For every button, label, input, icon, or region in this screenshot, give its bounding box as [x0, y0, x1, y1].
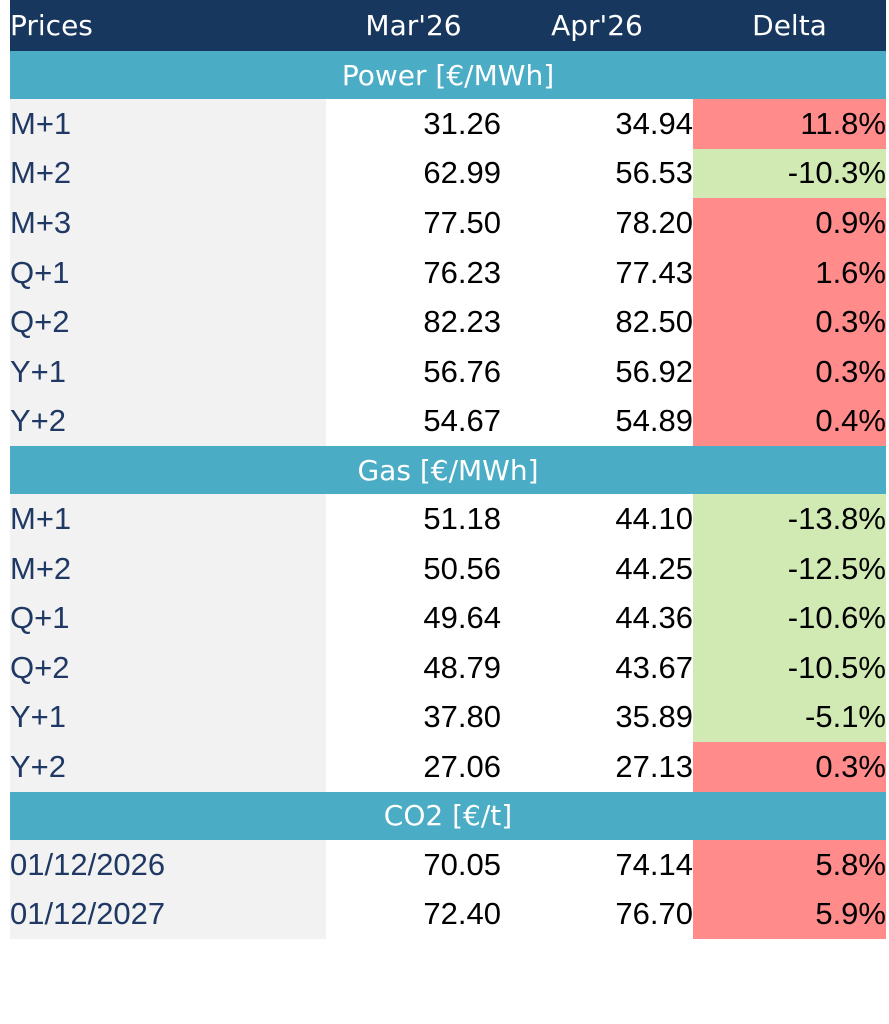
mar26-value: 54.67 — [326, 396, 501, 447]
mar26-value: 82.23 — [326, 297, 501, 347]
table-body: Power [€/MWh] M+1 31.26 34.94 11.8% M+2 62.99 5… — [10, 51, 886, 939]
apr26-value: 34.94 — [501, 99, 693, 149]
mar26-value: 51.18 — [326, 494, 501, 544]
delta-value: 0.4% — [693, 396, 886, 447]
table-row: Q+1 76.23 77.43 1.6% — [10, 247, 886, 298]
apr26-value: 76.70 — [501, 889, 693, 939]
apr26-value: 27.13 — [501, 742, 693, 792]
header-apr26: Apr'26 — [501, 0, 693, 51]
mar26-value: 77.50 — [326, 198, 501, 248]
section-title: Gas [€/MWh] — [10, 446, 886, 495]
header-mar26: Mar'26 — [326, 0, 501, 51]
apr26-value: 44.36 — [501, 593, 693, 643]
mar26-value: 48.79 — [326, 642, 501, 693]
row-label: 01/12/2027 — [10, 889, 326, 939]
header-row: Prices Mar'26 Apr'26 Delta — [10, 0, 886, 51]
row-label: M+1 — [10, 494, 326, 544]
apr26-value: 43.67 — [501, 642, 693, 693]
row-label: Q+1 — [10, 247, 326, 298]
apr26-value: 56.92 — [501, 346, 693, 397]
mar26-value: 72.40 — [326, 889, 501, 939]
table-row: M+1 51.18 44.10 -13.8% — [10, 494, 886, 544]
table-row: M+3 77.50 78.20 0.9% — [10, 198, 886, 248]
table-row: 01/12/2026 70.05 74.14 5.8% — [10, 839, 886, 890]
row-label: Q+2 — [10, 642, 326, 693]
row-label: M+1 — [10, 99, 326, 149]
delta-value: -10.6% — [693, 593, 886, 643]
mar26-value: 37.80 — [326, 692, 501, 743]
row-label: M+2 — [10, 148, 326, 199]
delta-value: 0.9% — [693, 198, 886, 248]
mar26-value: 56.76 — [326, 346, 501, 397]
row-label: Y+2 — [10, 742, 326, 792]
apr26-value: 78.20 — [501, 198, 693, 248]
apr26-value: 56.53 — [501, 148, 693, 199]
table-row: M+2 50.56 44.25 -12.5% — [10, 543, 886, 594]
table-row: Y+1 37.80 35.89 -5.1% — [10, 692, 886, 743]
delta-value: 0.3% — [693, 297, 886, 347]
delta-value: 0.3% — [693, 346, 886, 397]
header-delta: Delta — [693, 0, 886, 51]
apr26-value: 77.43 — [501, 247, 693, 298]
row-label: Y+1 — [10, 346, 326, 397]
mar26-value: 31.26 — [326, 99, 501, 149]
section-title: Power [€/MWh] — [10, 51, 886, 99]
delta-value: 1.6% — [693, 247, 886, 298]
apr26-value: 35.89 — [501, 692, 693, 743]
apr26-value: 54.89 — [501, 396, 693, 447]
delta-value: -13.8% — [693, 494, 886, 544]
row-label: Q+1 — [10, 593, 326, 643]
section-title: CO2 [€/t] — [10, 791, 886, 840]
table-row: Y+1 56.76 56.92 0.3% — [10, 346, 886, 397]
row-label: M+2 — [10, 543, 326, 594]
prices-table: Prices Mar'26 Apr'26 Delta Power [€/MWh]… — [10, 0, 886, 939]
delta-value: 11.8% — [693, 99, 886, 149]
header-prices: Prices — [10, 0, 326, 51]
mar26-value: 62.99 — [326, 148, 501, 199]
table-row: M+1 31.26 34.94 11.8% — [10, 99, 886, 149]
apr26-value: 74.14 — [501, 839, 693, 890]
delta-value: 0.3% — [693, 742, 886, 792]
mar26-value: 50.56 — [326, 543, 501, 594]
mar26-value: 76.23 — [326, 247, 501, 298]
table-row: Y+2 27.06 27.13 0.3% — [10, 742, 886, 792]
delta-value: -12.5% — [693, 543, 886, 594]
delta-value: -10.5% — [693, 642, 886, 693]
mar26-value: 27.06 — [326, 742, 501, 792]
section-header-row: CO2 [€/t] — [10, 791, 886, 840]
row-label: Y+2 — [10, 396, 326, 447]
table-row: Y+2 54.67 54.89 0.4% — [10, 396, 886, 447]
table-row: 01/12/2027 72.40 76.70 5.9% — [10, 889, 886, 939]
section-header-row: Power [€/MWh] — [10, 51, 886, 99]
delta-value: 5.8% — [693, 839, 886, 890]
table-row: Q+1 49.64 44.36 -10.6% — [10, 593, 886, 643]
delta-value: -10.3% — [693, 148, 886, 199]
row-label: 01/12/2026 — [10, 839, 326, 890]
section-header-row: Gas [€/MWh] — [10, 446, 886, 495]
mar26-value: 70.05 — [326, 839, 501, 890]
mar26-value: 49.64 — [326, 593, 501, 643]
delta-value: -5.1% — [693, 692, 886, 743]
apr26-value: 44.10 — [501, 494, 693, 544]
delta-value: 5.9% — [693, 889, 886, 939]
apr26-value: 44.25 — [501, 543, 693, 594]
table-row: Q+2 82.23 82.50 0.3% — [10, 297, 886, 347]
row-label: Q+2 — [10, 297, 326, 347]
row-label: Y+1 — [10, 692, 326, 743]
table-row: M+2 62.99 56.53 -10.3% — [10, 148, 886, 199]
row-label: M+3 — [10, 198, 326, 248]
apr26-value: 82.50 — [501, 297, 693, 347]
table-row: Q+2 48.79 43.67 -10.5% — [10, 642, 886, 693]
